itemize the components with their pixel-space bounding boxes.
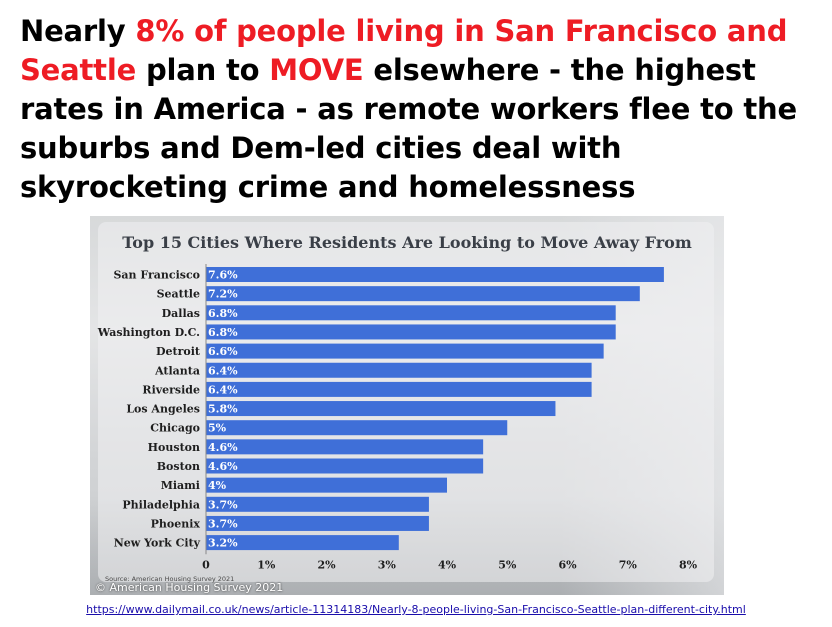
bar	[206, 401, 556, 417]
bar	[206, 439, 484, 455]
value-label: 6.4%	[208, 364, 238, 377]
bar	[206, 458, 484, 474]
value-label: 5.8%	[208, 403, 238, 416]
category-label: Philadelphia	[122, 498, 200, 511]
value-label: 6.8%	[208, 307, 238, 320]
value-label: 3.7%	[208, 498, 238, 511]
category-label: Detroit	[156, 345, 201, 358]
category-label: Atlanta	[154, 364, 200, 377]
bar	[206, 343, 604, 359]
x-tick-label: 5%	[498, 558, 517, 571]
value-label: 6.6%	[208, 345, 238, 358]
bar	[206, 305, 616, 321]
value-label: 7.6%	[208, 269, 238, 282]
plot-area: San Francisco 7.6% Seattle 7.2% Dallas 6.8% Wa…	[97, 264, 698, 571]
category-label: New York City	[114, 537, 201, 550]
category-label: Riverside	[142, 383, 200, 396]
bar	[206, 267, 664, 282]
value-label: 3.7%	[208, 517, 238, 530]
headline-highlight-move: MOVE	[269, 53, 364, 87]
value-label: 6.4%	[208, 383, 238, 396]
bar	[206, 420, 508, 436]
bar	[206, 286, 640, 302]
chart-title: Top 15 Cities Where Residents Are Lookin…	[122, 233, 692, 252]
value-label: 4%	[208, 479, 227, 492]
category-label: Houston	[148, 441, 200, 454]
bar	[206, 362, 592, 378]
value-label: 4.6%	[208, 460, 238, 473]
value-label: 5%	[208, 422, 227, 435]
x-tick-label: 8%	[679, 558, 698, 571]
bar	[206, 381, 592, 397]
category-label: Washington D.C.	[97, 326, 200, 339]
headline-text: plan to	[136, 53, 270, 87]
category-label: Chicago	[150, 422, 200, 435]
bar	[206, 477, 447, 493]
x-tick-label: 6%	[558, 558, 577, 571]
headline-text: elsewhere - the highest rates in America…	[20, 53, 797, 204]
x-tick-label: 7%	[619, 558, 638, 571]
x-tick-label: 3%	[378, 558, 397, 571]
x-tick-label: 0	[202, 558, 210, 571]
bar	[206, 515, 429, 531]
category-label: Los Angeles	[126, 403, 200, 416]
x-tick-label: 4%	[438, 558, 457, 571]
x-tick-label: 2%	[317, 558, 336, 571]
category-label: Miami	[161, 479, 200, 492]
headline-text: Nearly	[20, 14, 136, 48]
category-label: Seattle	[157, 288, 200, 301]
value-label: 6.8%	[208, 326, 238, 339]
bar	[206, 535, 399, 551]
category-label: Dallas	[162, 307, 200, 320]
category-label: Phoenix	[151, 517, 201, 530]
headline: Nearly 8% of people living in San Franci…	[20, 12, 820, 207]
category-label: San Francisco	[113, 269, 200, 282]
category-label: Boston	[157, 460, 200, 473]
image-credit: © American Housing Survey 2021	[95, 581, 284, 594]
value-label: 7.2%	[208, 288, 238, 301]
source-note: Source: American Housing Survey 2021	[105, 575, 235, 583]
x-tick-label: 1%	[257, 558, 276, 571]
value-label: 3.2%	[208, 537, 238, 550]
bar	[206, 324, 616, 340]
source-link[interactable]: https://www.dailymail.co.uk/news/article…	[86, 603, 746, 616]
value-label: 4.6%	[208, 441, 238, 454]
headline-highlight: 8% of people living in San Francisco and…	[20, 14, 788, 87]
bar	[206, 496, 429, 512]
